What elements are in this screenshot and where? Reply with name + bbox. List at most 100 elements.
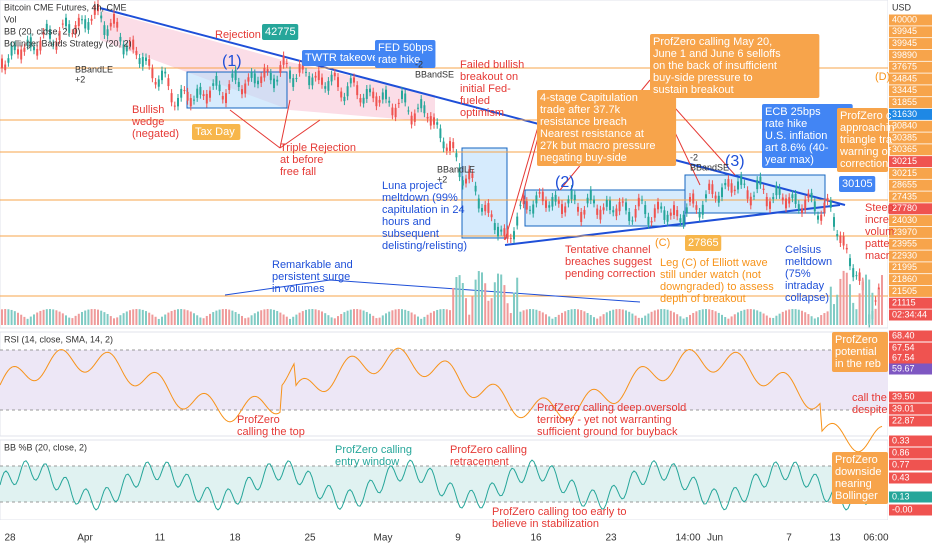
volume-bar [762, 313, 765, 325]
candle [794, 193, 797, 204]
price-label: 21995 [892, 262, 917, 272]
candle [429, 116, 432, 126]
volume-bar [861, 279, 864, 325]
volume-bar [602, 314, 605, 325]
annotation-box [537, 90, 677, 166]
volume-bar [573, 309, 576, 325]
volume-bar [570, 309, 573, 325]
price-label: 30840 [892, 121, 917, 131]
time-label: 28 [4, 533, 16, 544]
candle [855, 275, 858, 277]
volume-bar [186, 310, 189, 325]
volume-bar [468, 314, 471, 325]
volume-bar [756, 310, 759, 325]
volume-bar [657, 309, 659, 325]
annotation-text: (C) [655, 237, 670, 249]
volume-bar [730, 316, 733, 325]
annotation-text: warning of [839, 146, 892, 158]
volume-bar [653, 310, 656, 325]
annotation-text: free fall [280, 166, 316, 178]
candle [852, 268, 855, 278]
volume-bar [753, 309, 755, 325]
volume-bar [23, 316, 26, 325]
header-text: BB (20, close, 2, 0) [4, 26, 81, 36]
rsi-label: 39.50 [892, 391, 915, 401]
box-1 [186, 71, 288, 109]
volume-bar [775, 315, 778, 325]
volume-bar [273, 309, 275, 325]
annotation-text: rate hike [765, 118, 807, 130]
annotation-text: believe in stabilization [492, 518, 599, 530]
header-text: Vol [4, 14, 17, 24]
volume-bar [420, 318, 423, 325]
annotation-text: still under watch (not [660, 269, 761, 281]
price-label: 34845 [892, 73, 917, 83]
candle [727, 179, 730, 187]
candle [541, 191, 544, 202]
annotation-box [839, 176, 876, 192]
annotation-text: ProfZero [237, 414, 280, 426]
candle [685, 207, 688, 213]
volume-bar [810, 316, 813, 325]
volume-bar [116, 317, 119, 325]
candle [189, 98, 192, 107]
volume-bar [177, 309, 179, 325]
candle [692, 193, 695, 204]
time-label: 7 [786, 533, 792, 544]
volume-bar [865, 274, 867, 325]
volume-bar [826, 311, 829, 325]
candle [173, 105, 176, 107]
annotation-text: territory - yet not warranting [537, 414, 672, 426]
volume-bar [532, 309, 535, 325]
bbpb-label-bg [889, 447, 932, 459]
annotation-text: breakout on [460, 71, 518, 83]
annotation-text: Failed bullish [460, 59, 524, 71]
volume-bar [868, 279, 871, 325]
volume-bar [791, 309, 794, 325]
bbpb-label: 0.43 [892, 472, 910, 482]
annotation-text: in volumes [272, 283, 325, 295]
candle [7, 58, 10, 63]
candle [167, 78, 170, 87]
bbpb-label-bg [889, 491, 932, 503]
volume-bar [231, 310, 234, 325]
candle [397, 102, 400, 104]
annotation-text: TWTR takeover [305, 52, 382, 64]
volume-bar [378, 317, 381, 325]
volume-bar [13, 311, 16, 325]
candle [525, 201, 528, 210]
volume-bar [724, 317, 727, 325]
volume-bar [746, 309, 749, 325]
volume-bar [215, 310, 218, 325]
volume-bar [337, 316, 339, 325]
annotation-box [650, 34, 820, 98]
annotation-text: -2 [690, 152, 698, 162]
candle [285, 62, 288, 64]
volume-bar [20, 314, 23, 325]
volume-bar [263, 309, 266, 325]
price-label-bg [889, 120, 932, 132]
volume-bar [42, 309, 45, 325]
candle [618, 201, 621, 212]
price-label-bg [889, 85, 932, 97]
volume-bar [685, 317, 688, 325]
volume-bar [135, 309, 138, 325]
volume-bar [369, 313, 371, 325]
candle [4, 64, 7, 71]
candle [212, 83, 215, 86]
candle [321, 77, 323, 85]
candle [42, 32, 45, 35]
annotation-text: -2 [415, 59, 423, 69]
volume-bar [417, 316, 419, 325]
candle [605, 199, 608, 207]
volume-bar [26, 318, 29, 325]
volume-bar [148, 312, 151, 325]
annotation-text: on the back of insufficient [653, 60, 777, 72]
bbpb-line [0, 459, 883, 511]
volume-bar [519, 311, 522, 325]
volume-bar [84, 310, 87, 325]
annotation-text: approachin [840, 122, 894, 134]
rsi-line [0, 347, 883, 453]
volume-bar [257, 311, 259, 325]
candle [295, 78, 298, 80]
